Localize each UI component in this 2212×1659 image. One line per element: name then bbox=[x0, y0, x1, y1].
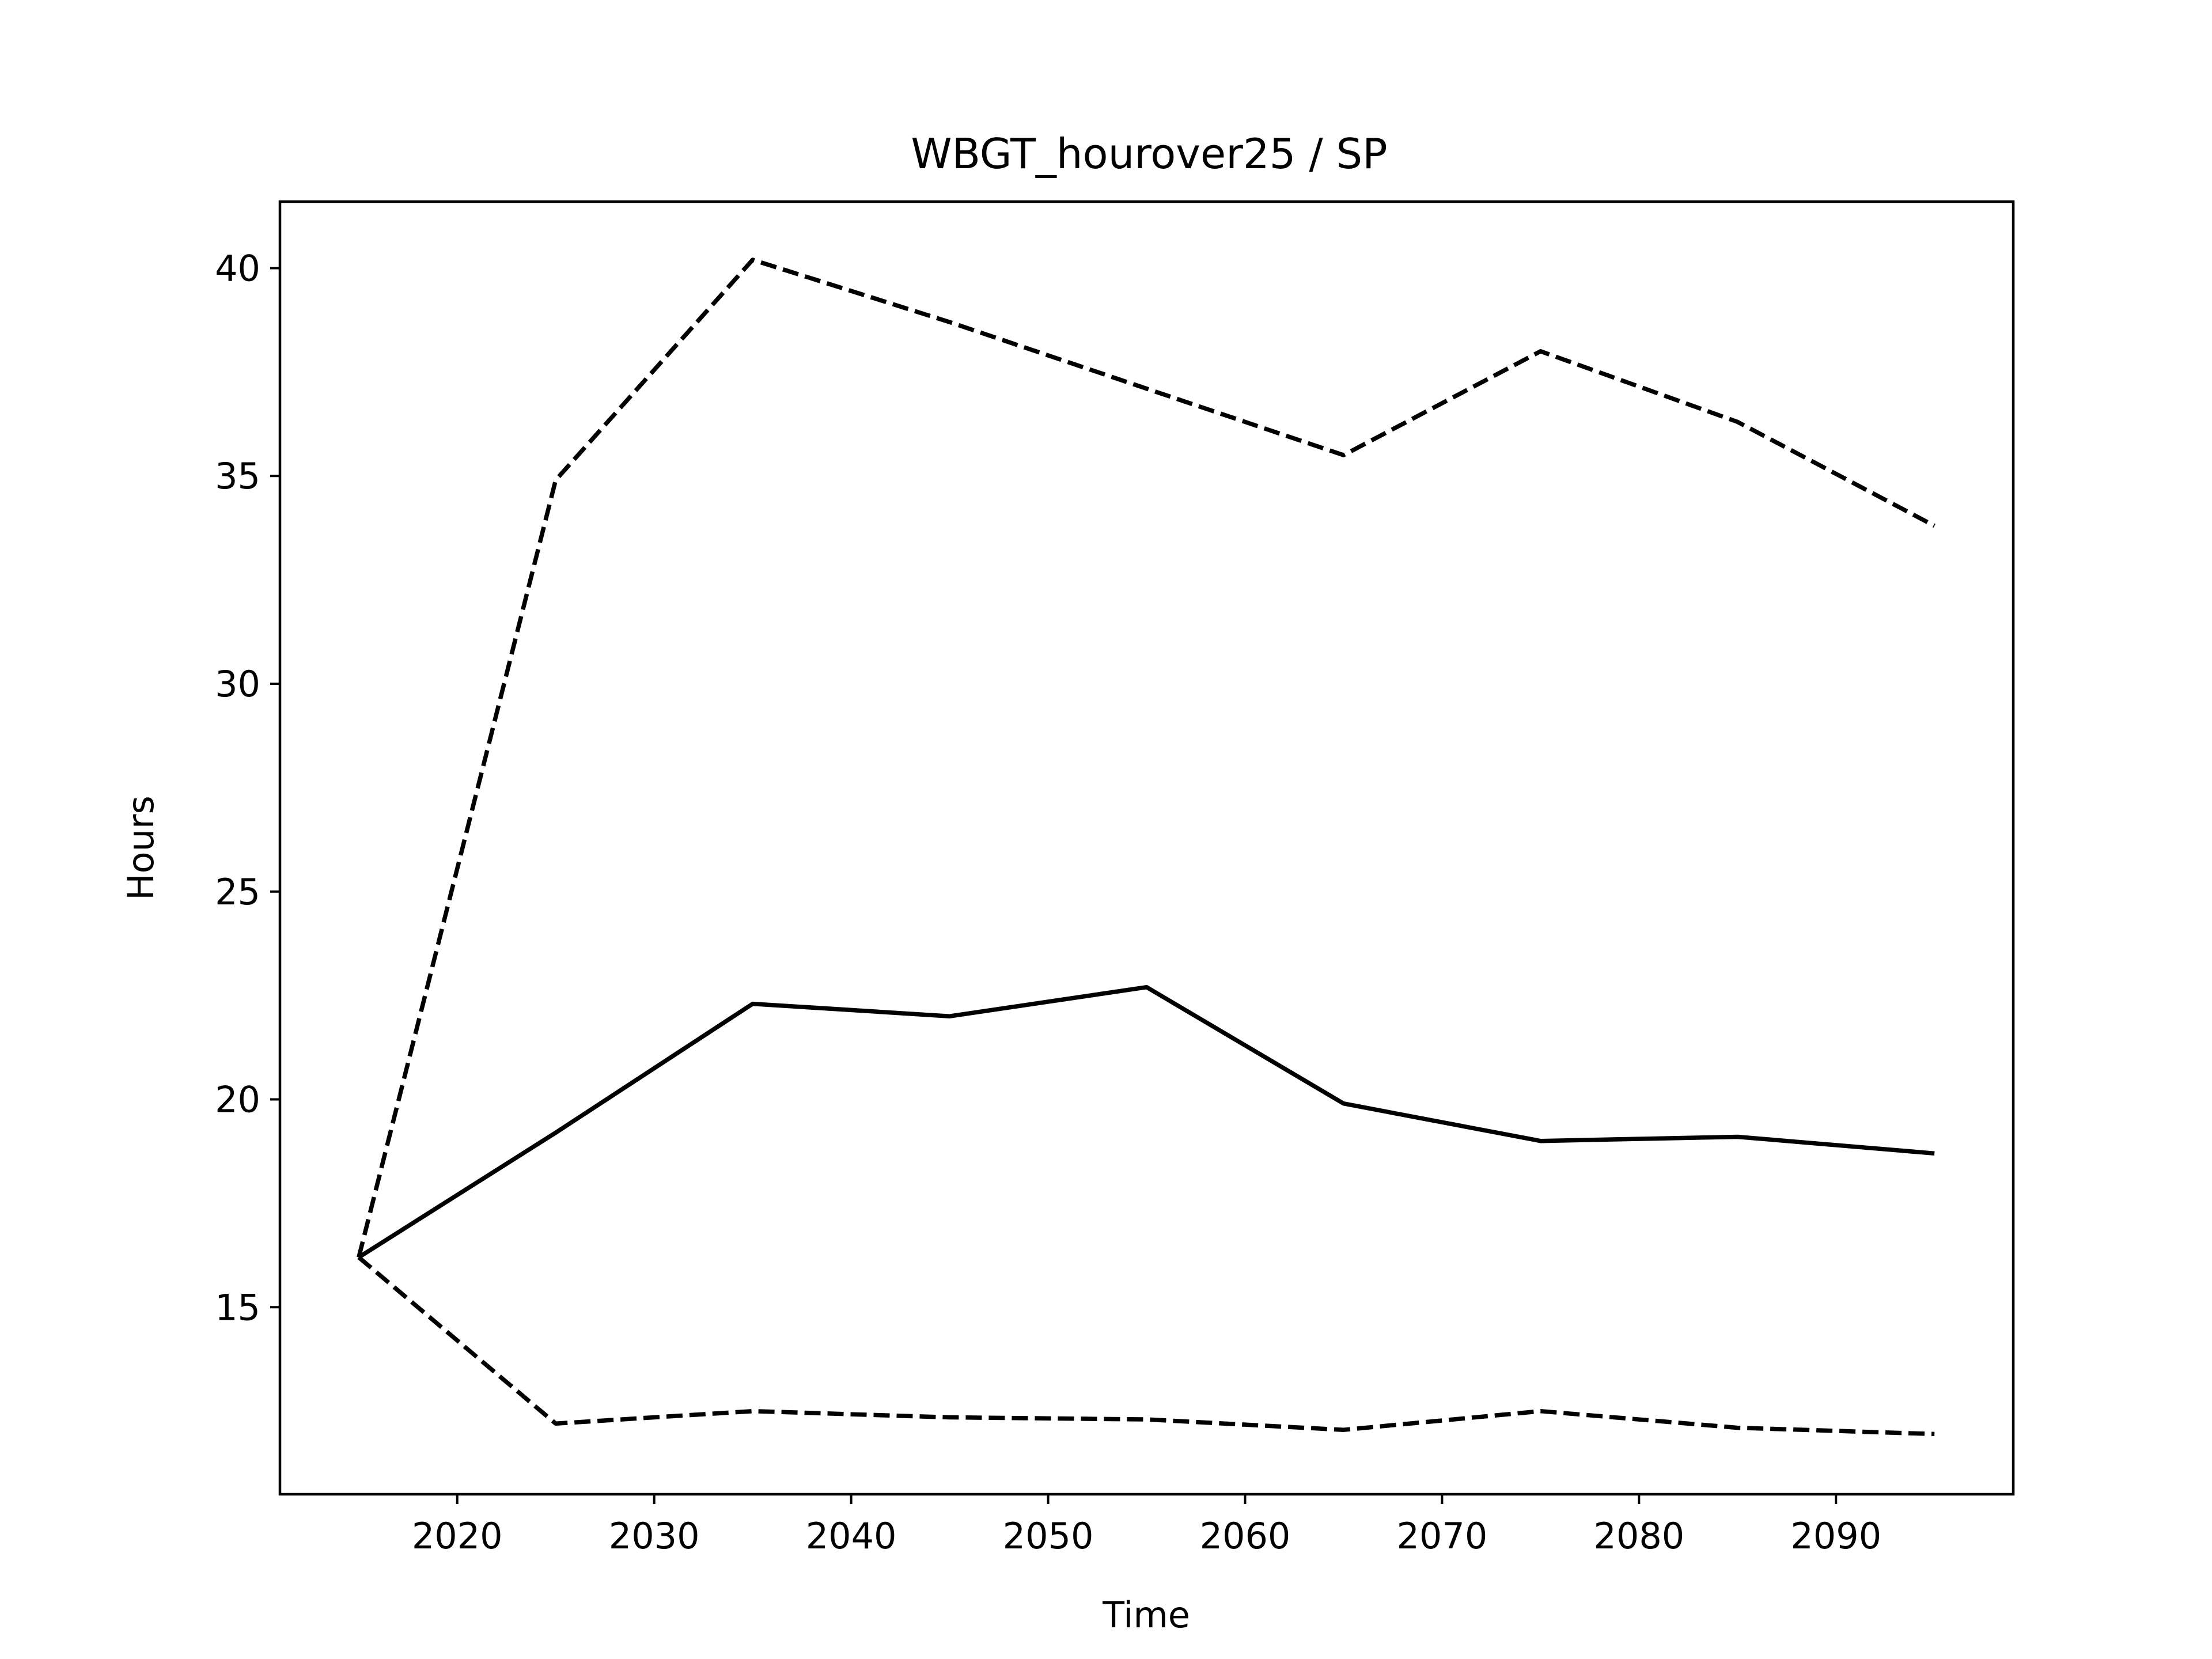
y-tick-label: 15 bbox=[215, 1286, 260, 1328]
series-layer bbox=[357, 257, 1936, 1437]
series-line-median bbox=[357, 984, 1935, 1259]
x-tick-label: 2070 bbox=[1396, 1515, 1487, 1557]
y-axis-label: Hours bbox=[120, 796, 162, 900]
y-tick-label: 25 bbox=[215, 871, 260, 913]
x-tick-label: 2090 bbox=[1790, 1515, 1881, 1557]
y-tick-label: 20 bbox=[215, 1079, 260, 1121]
series-line-upper bbox=[357, 257, 1936, 1258]
x-axis-ticks: 2020 2030 2040 2050 2060 2070 2080 2090 bbox=[412, 1494, 1881, 1557]
x-axis-label: Time bbox=[1102, 1594, 1190, 1636]
x-tick-label: 2050 bbox=[1003, 1515, 1094, 1557]
x-tick-label: 2020 bbox=[412, 1515, 503, 1557]
y-tick-label: 40 bbox=[215, 247, 260, 289]
y-tick-label: 35 bbox=[215, 455, 260, 497]
y-axis-ticks: 15 20 25 30 35 40 bbox=[215, 247, 280, 1328]
x-tick-label: 2040 bbox=[806, 1515, 897, 1557]
x-tick-label: 2060 bbox=[1200, 1515, 1291, 1557]
plot-area-frame bbox=[278, 200, 2015, 1496]
chart-title: WBGT_hourover25 / SP bbox=[911, 130, 1387, 178]
y-tick-label: 30 bbox=[215, 663, 260, 705]
series-line-lower bbox=[357, 1255, 1935, 1437]
x-tick-label: 2080 bbox=[1593, 1515, 1684, 1557]
x-tick-label: 2030 bbox=[609, 1515, 700, 1557]
